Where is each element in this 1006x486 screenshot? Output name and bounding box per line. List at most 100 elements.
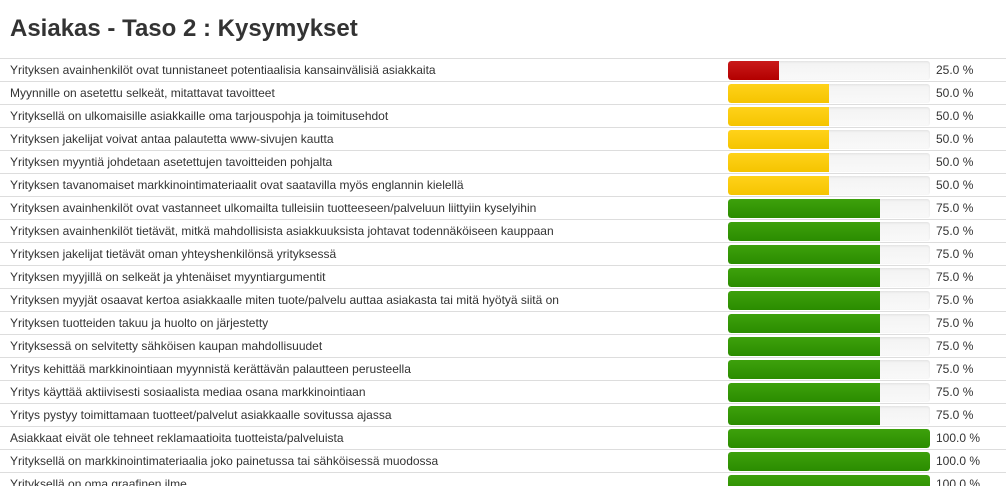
question-text: Yrityksen tavanomaiset markkinointimater… xyxy=(0,173,728,197)
progress-cell xyxy=(728,104,932,128)
progress-bar-fill xyxy=(728,130,829,149)
progress-cell xyxy=(728,357,932,381)
progress-cell xyxy=(728,472,932,486)
percent-value: 75.0 % xyxy=(932,334,1006,358)
percent-value: 75.0 % xyxy=(932,219,1006,243)
progress-cell xyxy=(728,173,932,197)
progress-bar xyxy=(728,406,930,425)
progress-cell xyxy=(728,219,932,243)
progress-bar-fill xyxy=(728,291,880,310)
percent-value: 75.0 % xyxy=(932,196,1006,220)
question-text: Yrityksen avainhenkilöt tietävät, mitkä … xyxy=(0,219,728,243)
table-row: Myynnille on asetettu selkeät, mitattava… xyxy=(0,81,1006,105)
progress-bar-fill xyxy=(728,153,829,172)
progress-bar xyxy=(728,337,930,356)
question-text: Yrityksen tuotteiden takuu ja huolto on … xyxy=(0,311,728,335)
question-text: Yrityksessä on selvitetty sähköisen kaup… xyxy=(0,334,728,358)
question-text: Yrityksellä on oma graafinen ilme xyxy=(0,472,728,486)
question-text: Yrityksen myyjillä on selkeät ja yhtenäi… xyxy=(0,265,728,289)
table-row: Yrityksen avainhenkilöt ovat tunnistanee… xyxy=(0,58,1006,82)
table-row: Yrityksen avainhenkilöt tietävät, mitkä … xyxy=(0,219,1006,243)
table-row: Yrityksen tavanomaiset markkinointimater… xyxy=(0,173,1006,197)
progress-cell xyxy=(728,196,932,220)
question-text: Asiakkaat eivät ole tehneet reklamaatioi… xyxy=(0,426,728,450)
progress-bar-fill xyxy=(728,268,880,287)
progress-bar-fill xyxy=(728,475,930,486)
progress-bar xyxy=(728,245,930,264)
percent-value: 50.0 % xyxy=(932,104,1006,128)
progress-cell xyxy=(728,380,932,404)
question-text: Yritys käyttää aktiivisesti sosiaalista … xyxy=(0,380,728,404)
question-text: Yrityksen jakelijat voivat antaa palaute… xyxy=(0,127,728,151)
table-row: Yritys kehittää markkinointiaan myynnist… xyxy=(0,357,1006,381)
progress-cell xyxy=(728,288,932,312)
progress-bar-fill xyxy=(728,452,930,471)
progress-bar xyxy=(728,61,930,80)
table-row: Yrityksen myyjät osaavat kertoa asiakkaa… xyxy=(0,288,1006,312)
progress-cell xyxy=(728,242,932,266)
progress-cell xyxy=(728,150,932,174)
percent-value: 75.0 % xyxy=(932,311,1006,335)
page-title: Asiakas - Taso 2 : Kysymykset xyxy=(10,15,358,42)
progress-bar-fill xyxy=(728,199,880,218)
percent-value: 75.0 % xyxy=(932,288,1006,312)
progress-cell xyxy=(728,127,932,151)
progress-bar xyxy=(728,383,930,402)
progress-cell xyxy=(728,403,932,427)
progress-bar xyxy=(728,107,930,126)
progress-bar xyxy=(728,153,930,172)
percent-value: 50.0 % xyxy=(932,150,1006,174)
question-text: Yritys kehittää markkinointiaan myynnist… xyxy=(0,357,728,381)
progress-cell xyxy=(728,334,932,358)
question-text: Yrityksen myyjät osaavat kertoa asiakkaa… xyxy=(0,288,728,312)
progress-bar xyxy=(728,176,930,195)
progress-bar-fill xyxy=(728,176,829,195)
percent-value: 100.0 % xyxy=(932,472,1006,486)
progress-bar-fill xyxy=(728,245,880,264)
percent-value: 75.0 % xyxy=(932,357,1006,381)
percent-value: 75.0 % xyxy=(932,380,1006,404)
progress-bar xyxy=(728,360,930,379)
percent-value: 50.0 % xyxy=(932,173,1006,197)
table-row: Yritys käyttää aktiivisesti sosiaalista … xyxy=(0,380,1006,404)
table-row: Yrityksellä on ulkomaisille asiakkaille … xyxy=(0,104,1006,128)
progress-bar xyxy=(728,475,930,486)
progress-bar xyxy=(728,268,930,287)
question-text: Myynnille on asetettu selkeät, mitattava… xyxy=(0,81,728,105)
progress-bar-fill xyxy=(728,406,880,425)
progress-bar xyxy=(728,222,930,241)
table-row: Yrityksen jakelijat tietävät oman yhteys… xyxy=(0,242,1006,266)
progress-bar-fill xyxy=(728,383,880,402)
progress-bar xyxy=(728,429,930,448)
progress-cell xyxy=(728,58,932,82)
percent-value: 75.0 % xyxy=(932,265,1006,289)
table-row: Asiakkaat eivät ole tehneet reklamaatioi… xyxy=(0,426,1006,450)
question-text: Yrityksen avainhenkilöt ovat tunnistanee… xyxy=(0,58,728,82)
question-text: Yritys pystyy toimittamaan tuotteet/palv… xyxy=(0,403,728,427)
progress-bar-fill xyxy=(728,360,880,379)
table-row: Yrityksellä on oma graafinen ilme 100.0 % xyxy=(0,472,1006,486)
percent-value: 100.0 % xyxy=(932,426,1006,450)
table-row: Yritys pystyy toimittamaan tuotteet/palv… xyxy=(0,403,1006,427)
questions-table-body: Yrityksen avainhenkilöt ovat tunnistanee… xyxy=(0,58,1006,486)
question-text: Yrityksen jakelijat tietävät oman yhteys… xyxy=(0,242,728,266)
progress-bar-fill xyxy=(728,61,779,80)
progress-bar xyxy=(728,130,930,149)
progress-bar xyxy=(728,84,930,103)
progress-cell xyxy=(728,311,932,335)
progress-bar-fill xyxy=(728,222,880,241)
table-row: Yrityksessä on selvitetty sähköisen kaup… xyxy=(0,334,1006,358)
percent-value: 50.0 % xyxy=(932,81,1006,105)
percent-value: 50.0 % xyxy=(932,127,1006,151)
table-row: Yrityksellä on markkinointimateriaalia j… xyxy=(0,449,1006,473)
progress-bar-fill xyxy=(728,84,829,103)
progress-cell xyxy=(728,449,932,473)
progress-bar xyxy=(728,199,930,218)
question-text: Yrityksen avainhenkilöt ovat vastanneet … xyxy=(0,196,728,220)
percent-value: 75.0 % xyxy=(932,242,1006,266)
progress-bar xyxy=(728,291,930,310)
table-row: Yrityksen tuotteiden takuu ja huolto on … xyxy=(0,311,1006,335)
progress-bar-fill xyxy=(728,107,829,126)
table-row: Yrityksen jakelijat voivat antaa palaute… xyxy=(0,127,1006,151)
